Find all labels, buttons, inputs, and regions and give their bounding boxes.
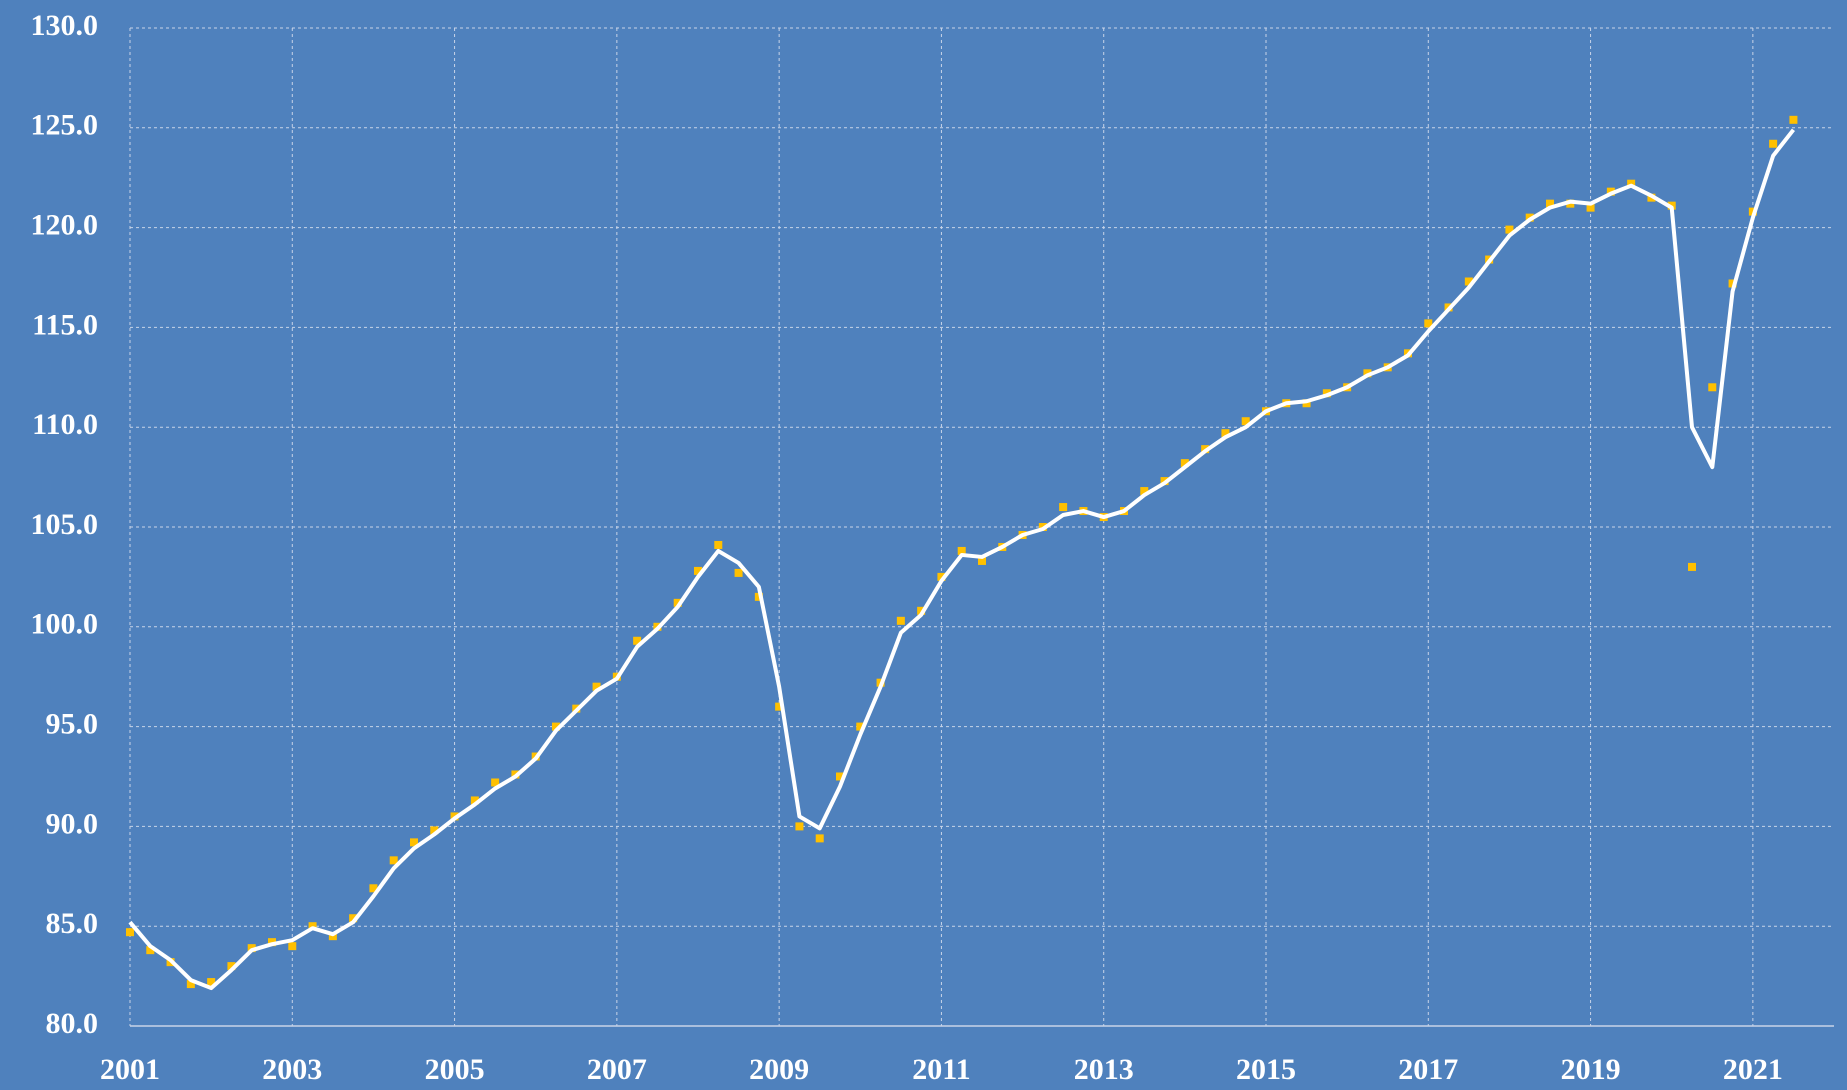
x-tick-label: 2017 <box>1398 1053 1458 1086</box>
data-point <box>1708 383 1717 392</box>
x-tick-label: 2021 <box>1723 1053 1783 1086</box>
data-point <box>734 568 743 577</box>
y-tick-label: 120.0 <box>31 208 99 241</box>
data-point <box>694 566 702 575</box>
data-point <box>836 772 844 781</box>
x-tick-label: 2013 <box>1074 1053 1134 1086</box>
data-point <box>1546 199 1554 208</box>
data-point <box>1789 115 1798 124</box>
data-point <box>288 942 297 951</box>
data-point <box>349 914 358 923</box>
data-point <box>470 796 479 805</box>
data-point <box>1424 319 1433 328</box>
data-point <box>673 598 682 607</box>
data-point <box>186 980 195 989</box>
data-point <box>795 822 804 831</box>
data-point <box>896 616 905 625</box>
x-tick-label: 2011 <box>912 1053 970 1086</box>
data-point <box>389 856 398 865</box>
data-point <box>369 884 378 893</box>
y-tick-label: 105.0 <box>31 508 99 541</box>
y-tick-label: 125.0 <box>31 109 99 142</box>
data-point <box>937 572 946 581</box>
data-point <box>633 636 642 645</box>
data-point <box>410 838 418 847</box>
data-point <box>1505 225 1514 234</box>
y-tick-label: 100.0 <box>31 608 99 641</box>
data-point <box>1728 279 1737 288</box>
data-point <box>1769 139 1778 148</box>
y-tick-label: 85.0 <box>46 907 99 940</box>
data-point <box>917 606 926 615</box>
data-point <box>1221 429 1230 438</box>
data-point <box>815 834 824 843</box>
y-tick-label: 110.0 <box>32 408 98 441</box>
x-tick-label: 2003 <box>262 1053 322 1086</box>
data-point <box>1688 562 1696 571</box>
x-tick-label: 2007 <box>587 1053 647 1086</box>
data-point <box>126 928 134 937</box>
x-tick-label: 2005 <box>425 1053 485 1086</box>
y-tick-label: 80.0 <box>46 1007 99 1040</box>
x-tick-label: 2015 <box>1236 1053 1296 1086</box>
x-tick-label: 2009 <box>749 1053 809 1086</box>
y-tick-label: 90.0 <box>46 807 99 840</box>
data-point <box>491 778 500 787</box>
data-point <box>1059 503 1068 512</box>
data-point <box>856 722 865 731</box>
x-tick-label: 2001 <box>100 1053 160 1086</box>
data-point <box>1586 203 1595 212</box>
data-point <box>592 682 601 691</box>
data-point <box>714 540 723 549</box>
data-point <box>146 946 155 955</box>
y-tick-label: 115.0 <box>32 308 98 341</box>
data-point <box>1241 417 1250 426</box>
y-tick-label: 130.0 <box>31 9 99 42</box>
data-point <box>1180 459 1189 468</box>
trend-line <box>128 128 1796 991</box>
data-point <box>1464 277 1473 286</box>
data-point <box>957 546 966 555</box>
data-point <box>775 702 784 711</box>
data-point <box>1140 487 1149 496</box>
x-tick-label: 2019 <box>1561 1053 1621 1086</box>
data-point <box>430 826 439 835</box>
data-point <box>552 722 560 731</box>
y-tick-label: 95.0 <box>46 707 99 740</box>
data-point <box>207 978 216 987</box>
data-point <box>978 556 986 565</box>
data-point <box>227 962 236 971</box>
